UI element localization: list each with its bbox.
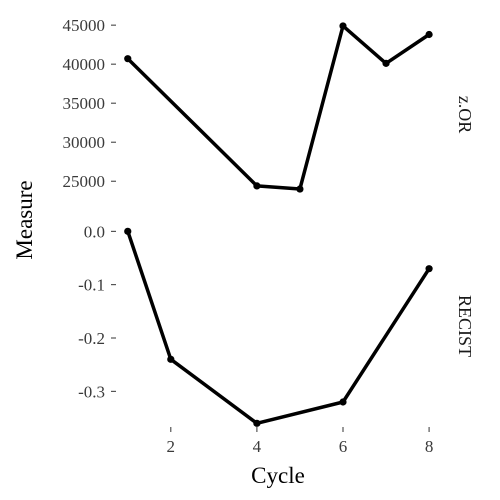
y-tick-label: 35000 <box>63 94 106 113</box>
data-point <box>296 185 304 193</box>
panel-RECIST: 0.0 -0.1 -0.2 -0.3 RECIST <box>78 222 475 427</box>
x-tick-label: 2 <box>167 437 176 456</box>
y-tick-label: -0.2 <box>78 329 105 348</box>
data-point <box>425 30 433 39</box>
y-tick-label: 0.0 <box>84 222 105 241</box>
data-point <box>253 182 261 190</box>
y-tick-label: 30000 <box>63 133 106 152</box>
data-point <box>339 398 347 406</box>
data-point <box>425 265 433 273</box>
x-tick-label: 4 <box>253 437 262 456</box>
x-tick-label: 6 <box>339 437 348 456</box>
panels-layer: 25000 30000 35000 40000 45000 z.OR 0.0 -0.1 -0.2… <box>63 16 475 427</box>
series-line <box>126 24 431 191</box>
strip-label: z.OR <box>455 96 475 134</box>
data-point <box>339 22 347 30</box>
y-tick-label: -0.3 <box>78 382 105 401</box>
series-line <box>126 229 431 426</box>
y-axis-title: Measure <box>12 180 37 259</box>
x-axis-title: Cycle <box>251 463 305 488</box>
strip-label: RECIST <box>455 295 475 357</box>
x-tick-label: 8 <box>425 437 434 456</box>
y-tick-label: 40000 <box>63 55 106 74</box>
y-tick-label: 45000 <box>63 16 106 35</box>
data-point <box>253 419 261 427</box>
panel-z.OR: 25000 30000 35000 40000 45000 z.OR <box>63 16 475 193</box>
data-point <box>167 355 175 363</box>
x-axis: 2 4 6 8 <box>167 427 434 456</box>
data-point <box>124 227 132 235</box>
y-tick-label: 25000 <box>63 172 106 191</box>
y-tick-label: -0.1 <box>78 276 105 295</box>
data-point <box>124 55 132 63</box>
data-point <box>382 59 390 67</box>
